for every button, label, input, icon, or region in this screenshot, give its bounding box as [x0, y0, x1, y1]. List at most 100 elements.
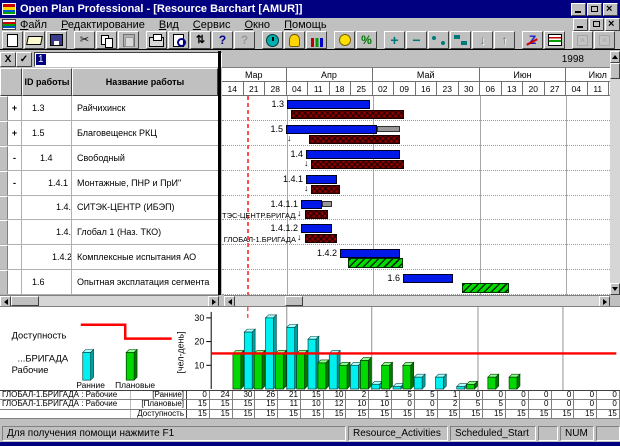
float-bar[interactable]: [377, 125, 400, 132]
cost-button[interactable]: [334, 31, 355, 49]
scroll-down-button[interactable]: [610, 283, 620, 295]
row-selector[interactable]: [0, 170, 8, 195]
row-selector[interactable]: [0, 120, 8, 145]
table-row[interactable]: 1.6 Опытная эксплатация сегмента: [0, 270, 218, 295]
baseline-bar[interactable]: [311, 184, 340, 194]
row-selector[interactable]: [0, 245, 8, 270]
locked-1-button[interactable]: [572, 31, 593, 49]
up-button[interactable]: [494, 31, 515, 49]
expand-collapse-marker[interactable]: -: [8, 145, 22, 170]
view-button[interactable]: [544, 31, 565, 49]
table-horizontal-scrollbar[interactable]: [0, 295, 219, 307]
expand-collapse-marker[interactable]: [8, 220, 22, 245]
cancel-edit-button[interactable]: X: [0, 52, 16, 67]
row-selector[interactable]: [0, 270, 8, 294]
context-help-button[interactable]: [234, 31, 255, 49]
menu-item[interactable]: Окно: [244, 18, 271, 31]
activity-id-cell[interactable]: 1.4.2: [22, 245, 72, 270]
early-bar[interactable]: [286, 124, 377, 134]
early-bar[interactable]: [287, 100, 370, 109]
open-button[interactable]: [24, 31, 45, 49]
row-selector[interactable]: [0, 195, 8, 220]
activity-name-cell[interactable]: Райчихинск: [77, 102, 126, 113]
activity-id-cell[interactable]: 1.6: [22, 270, 72, 294]
table-header-id[interactable]: ID работы: [22, 68, 72, 96]
close-button[interactable]: [603, 2, 618, 16]
baseline-bar[interactable]: [311, 159, 404, 169]
activity-name-cell[interactable]: Опытная эксплатация сегмента: [77, 277, 210, 288]
baseline-bar[interactable]: [305, 234, 337, 244]
resource-button[interactable]: [284, 31, 305, 49]
clock-button[interactable]: [262, 31, 283, 49]
activity-name-cell[interactable]: Комплексные испытания АО: [77, 252, 197, 263]
child-close-button[interactable]: [605, 18, 620, 31]
locked-2-button[interactable]: [594, 31, 615, 49]
scheduled-bar[interactable]: [348, 258, 403, 269]
early-bar[interactable]: [301, 224, 332, 234]
link-button[interactable]: [428, 31, 449, 49]
activity-id-cell[interactable]: 1.4.1: [22, 220, 72, 245]
expand-collapse-marker[interactable]: [8, 195, 22, 220]
menu-item[interactable]: Сервис: [192, 18, 231, 31]
activity-name-cell[interactable]: Благовещенск РКЦ: [77, 127, 157, 138]
copy-button[interactable]: [96, 31, 117, 49]
new-button[interactable]: [2, 31, 23, 49]
cut-button[interactable]: [74, 31, 95, 49]
help-button[interactable]: [212, 31, 233, 49]
preview-button[interactable]: [168, 31, 189, 49]
expand-collapse-marker[interactable]: [8, 270, 22, 294]
menu-item[interactable]: Редактирование: [61, 18, 145, 31]
minimize-button[interactable]: [571, 2, 586, 16]
confirm-edit-button[interactable]: ✓: [16, 52, 32, 67]
menu-item[interactable]: Помощь: [284, 18, 327, 31]
early-bar[interactable]: [301, 199, 322, 209]
remove-button[interactable]: [406, 31, 427, 49]
down-button[interactable]: [472, 31, 493, 49]
table-row[interactable]: +1.3 Райчихинск: [0, 96, 218, 121]
scheduled-bar[interactable]: [462, 283, 509, 294]
activity-id-cell[interactable]: 1.4.1: [22, 170, 72, 195]
activity-name-cell[interactable]: Глобал 1 (Наз. ТКО): [77, 227, 162, 238]
activity-name-cell[interactable]: СИТЭК-ЦЕНТР (ИБЭП): [77, 202, 175, 213]
row-selector[interactable]: [0, 220, 8, 245]
table-header-name[interactable]: Название работы: [72, 68, 218, 96]
network-button[interactable]: [450, 31, 471, 49]
row-selector[interactable]: [0, 96, 8, 120]
early-bar[interactable]: [340, 249, 400, 259]
child-restore-button[interactable]: [589, 18, 605, 31]
activity-id-cell[interactable]: 1.5: [22, 120, 72, 145]
early-bar[interactable]: [306, 174, 337, 184]
table-row[interactable]: 1.4.1 Глобал 1 (Наз. ТКО): [0, 220, 218, 246]
activity-id-cell[interactable]: 1.3: [22, 96, 72, 120]
add-button[interactable]: [384, 31, 405, 49]
activity-name-cell[interactable]: Монтажные, ПНР и ПрИ": [77, 177, 182, 188]
menu-item[interactable]: Файл: [20, 18, 48, 31]
sort-button[interactable]: [190, 31, 211, 49]
expand-collapse-marker[interactable]: [8, 245, 22, 270]
save-button[interactable]: [46, 31, 67, 49]
expand-collapse-marker[interactable]: -: [8, 170, 22, 195]
early-bar[interactable]: [306, 149, 400, 159]
table-row[interactable]: -1.4 Свободный: [0, 145, 218, 171]
baseline-bar[interactable]: [305, 209, 328, 219]
early-bar[interactable]: [403, 274, 453, 284]
expand-collapse-marker[interactable]: +: [8, 120, 22, 145]
gantt-horizontal-scrollbar[interactable]: [224, 295, 610, 307]
scroll-up-button[interactable]: [610, 51, 620, 63]
activity-id-cell[interactable]: 1.4: [22, 145, 72, 170]
scrollbar-thumb[interactable]: [285, 296, 303, 306]
sort-z-button[interactable]: [522, 31, 543, 49]
print-button[interactable]: [146, 31, 167, 49]
baseline-bar[interactable]: [309, 134, 400, 144]
activity-id-cell[interactable]: 1.4.1: [22, 195, 72, 220]
table-row[interactable]: 1.4.1 СИТЭК-ЦЕНТР (ИБЭП): [0, 195, 218, 221]
percent-button[interactable]: [356, 31, 377, 49]
menu-item[interactable]: Вид: [158, 18, 179, 31]
baseline-bar[interactable]: [291, 110, 404, 119]
vertical-scrollbar[interactable]: [610, 51, 620, 295]
activity-name-cell[interactable]: Свободный: [77, 152, 125, 163]
expand-collapse-marker[interactable]: +: [8, 96, 22, 120]
paste-button[interactable]: [118, 31, 139, 49]
barchart-button[interactable]: [306, 31, 327, 49]
edit-input[interactable]: 1: [34, 52, 222, 67]
